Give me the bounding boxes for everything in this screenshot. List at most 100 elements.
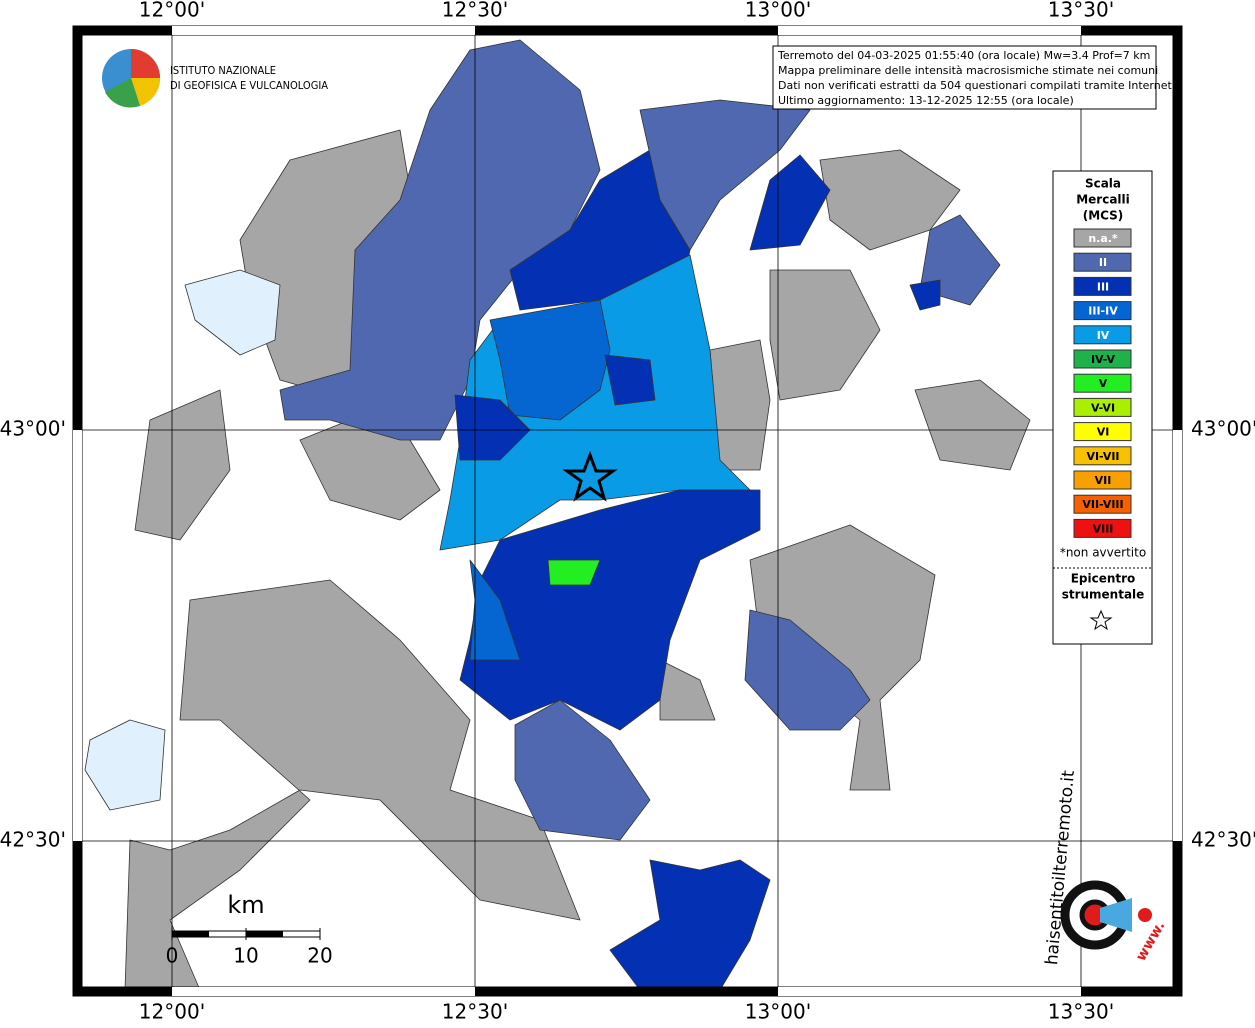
info-line: Dati non verificati estratti da 504 ques… — [778, 79, 1175, 92]
legend-label: III-IV — [1088, 305, 1118, 318]
logo-text: ISTITUTO NAZIONALE — [170, 64, 276, 77]
legend-swatch — [1073, 373, 1132, 393]
frame-segment — [172, 26, 475, 35]
legend-swatch — [1073, 276, 1132, 296]
region — [744, 609, 871, 731]
frame-segment — [172, 987, 475, 996]
scale-tick-label: 10 — [233, 944, 258, 968]
legend-label: VI — [1097, 426, 1110, 439]
legend-label: VII-VIII — [1082, 498, 1123, 511]
legend-swatch — [1073, 301, 1132, 321]
scale-bar-segment — [172, 931, 209, 937]
region — [134, 389, 231, 541]
legend-title-line: Mercalli — [1076, 193, 1130, 207]
lat-label: 43°00' — [1191, 417, 1255, 441]
legend-swatch — [1073, 422, 1132, 442]
lat-label: 42°30' — [0, 828, 66, 852]
region — [604, 354, 656, 406]
legend-items: n.a.*IIIIIIII-IVIVIV-VVV-VIVIVI-VIIVIIVI… — [1073, 228, 1132, 538]
frame — [72, 25, 1183, 997]
logo-text: DI GEOFISICA E VULCANOLOGIA — [170, 79, 328, 92]
epicenter-label: Epicentro — [1071, 572, 1136, 586]
legend-swatch — [1073, 518, 1132, 538]
frame-segment — [778, 987, 1081, 996]
scale-tick-label: 0 — [166, 944, 179, 968]
region — [769, 269, 881, 401]
info-line: Mappa preliminare delle intensità macros… — [778, 64, 1158, 77]
region — [639, 99, 811, 251]
region — [514, 699, 651, 841]
scale-tick-label: 20 — [307, 944, 332, 968]
info-frame — [772, 45, 1157, 110]
scale-unit: km — [227, 891, 264, 919]
logo-sector — [131, 49, 160, 78]
region — [749, 154, 831, 251]
legend-swatch — [1073, 252, 1132, 272]
scale-bar-segment — [246, 931, 283, 937]
legend-swatch — [1073, 228, 1132, 248]
lon-label: 13°30' — [1048, 0, 1114, 22]
lon-label: 13°30' — [1048, 1000, 1114, 1024]
legend-label: V-VI — [1091, 401, 1115, 414]
ingv-logo: ISTITUTO NAZIONALE DI GEOFISICA E VULCAN… — [102, 49, 328, 108]
frame-segment — [73, 430, 82, 841]
region — [459, 489, 761, 731]
region — [909, 279, 941, 311]
info-box: Terremoto del 04-03-2025 01:55:40 (ora l… — [772, 45, 1175, 110]
legend-swatch — [1073, 349, 1132, 369]
region — [279, 39, 601, 441]
frame-segment — [1173, 430, 1182, 841]
epicenter-label: strumentale — [1062, 588, 1145, 602]
info-lines: Terremoto del 04-03-2025 01:55:40 (ora l… — [777, 49, 1175, 107]
legend-label: IV — [1097, 329, 1110, 342]
legend-note: *non avvertito — [1060, 546, 1146, 560]
info-line: Terremoto del 04-03-2025 01:55:40 (ora l… — [777, 49, 1150, 62]
lon-label: 12°00' — [139, 1000, 205, 1024]
region — [454, 394, 531, 461]
legend-label: III — [1097, 280, 1109, 293]
lon-label: 12°30' — [442, 1000, 508, 1024]
legend-label: VII — [1095, 474, 1112, 487]
legend-label: II — [1099, 256, 1107, 269]
epicenter-star — [562, 450, 618, 502]
region — [489, 299, 611, 421]
lake — [84, 719, 166, 811]
legend-title-line: (MCS) — [1083, 209, 1124, 223]
legend-swatch — [1073, 494, 1132, 514]
legend-label: IV-V — [1091, 353, 1116, 366]
graticule — [82, 35, 1173, 987]
legend-label: V — [1099, 377, 1108, 390]
lon-label: 13°00' — [745, 0, 811, 22]
logo-beam — [1100, 898, 1132, 932]
lat-label: 42°30' — [1191, 828, 1255, 852]
legend-swatch — [1073, 446, 1132, 466]
legend-title-line: Scala — [1085, 177, 1121, 191]
logo-sector — [131, 78, 161, 106]
logo-sector — [105, 78, 140, 108]
legend-swatch — [1073, 325, 1132, 345]
lon-label: 12°00' — [139, 0, 205, 22]
region — [124, 579, 581, 991]
regions — [84, 39, 1031, 991]
legend-label: n.a.* — [1088, 232, 1118, 245]
legend-swatch — [1073, 397, 1132, 417]
region — [914, 379, 1031, 471]
region — [609, 859, 771, 991]
lon-label: 12°30' — [442, 0, 508, 22]
lake — [184, 269, 281, 356]
hsit-logo: haisentitoilterremoto.it www. — [1042, 769, 1169, 966]
scale-bar: km 0 10 20 — [166, 891, 333, 968]
logo-dot — [1138, 908, 1152, 922]
region — [469, 559, 521, 661]
frame-segment — [778, 26, 1081, 35]
region — [547, 559, 601, 586]
legend-title: Scala Mercalli (MCS) — [1076, 177, 1130, 223]
lat-label: 43°00' — [0, 417, 66, 441]
legend-swatch — [1073, 470, 1132, 490]
legend-label: VI-VII — [1086, 450, 1119, 463]
legend-star — [1089, 609, 1113, 631]
legend-label: VIII — [1093, 522, 1114, 535]
